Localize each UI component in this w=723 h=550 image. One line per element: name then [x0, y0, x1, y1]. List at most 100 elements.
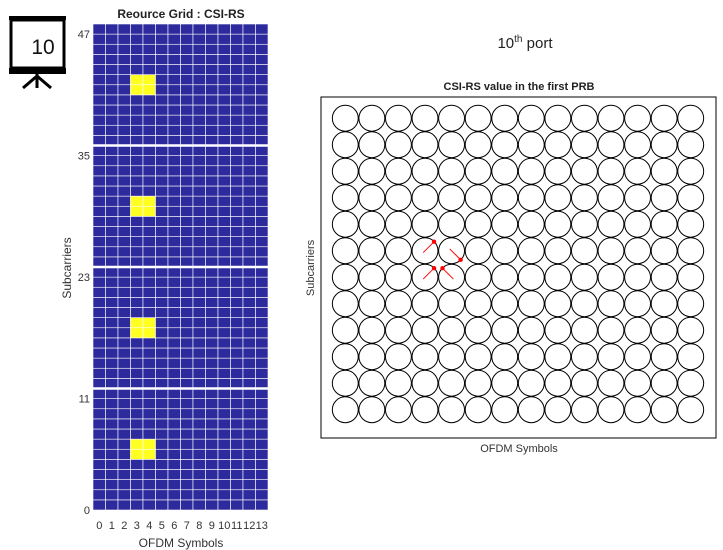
- grid-cell: [155, 155, 169, 167]
- grid-cell: [155, 165, 169, 177]
- resource-element-circle: [570, 210, 598, 238]
- grid-cell: [242, 347, 256, 359]
- grid-cell: [217, 317, 231, 329]
- grid-cell: [142, 418, 156, 430]
- grid-cell: [242, 297, 256, 308]
- grid-cell: [92, 438, 106, 450]
- grid-cell: [205, 165, 219, 177]
- resource-element-circle: [650, 343, 678, 371]
- grid-cell: [205, 256, 219, 268]
- grid-cell: [117, 448, 131, 460]
- grid-cell: [217, 94, 231, 106]
- grid-cell: [255, 246, 269, 258]
- grid-cell: [255, 54, 269, 65]
- grid-cell: [217, 165, 231, 177]
- grid-cell: [142, 54, 156, 65]
- grid-cell: [142, 378, 156, 389]
- grid-cell: [217, 469, 231, 480]
- resource-element-circle: [411, 210, 439, 238]
- grid-cell: [192, 337, 206, 349]
- x-tick-label: 5: [159, 520, 165, 532]
- grid-cell: [192, 236, 206, 248]
- grid-cell: [142, 175, 156, 187]
- grid-cell: [142, 307, 156, 318]
- grid-cell: [180, 124, 194, 136]
- grid-cell: [167, 236, 181, 248]
- resource-element-circle: [411, 396, 439, 424]
- grid-cell: [205, 428, 219, 440]
- grid-cell: [167, 266, 181, 278]
- grid-cell: [142, 216, 156, 227]
- grid-cell: [167, 175, 181, 187]
- resource-element-circle: [411, 263, 439, 291]
- grid-cell: [117, 408, 131, 420]
- resource-element-circle: [438, 210, 466, 238]
- grid-cell: [217, 388, 231, 399]
- grid-cell: [242, 175, 256, 187]
- grid-cell: [92, 195, 106, 207]
- grid-cell: [230, 124, 244, 136]
- grid-cell: [217, 428, 231, 440]
- grid-cell: [255, 74, 269, 86]
- grid-cell: [130, 33, 144, 45]
- grid-cell: [155, 185, 169, 197]
- resource-element-circle: [464, 237, 492, 265]
- grid-cell: [242, 54, 256, 65]
- grid-cell: [205, 94, 219, 106]
- grid-cell: [242, 74, 256, 86]
- x-tick-label: 4: [146, 520, 152, 532]
- grid-cell: [217, 114, 231, 126]
- csi-rs-prb-circles: [331, 104, 705, 424]
- grid-cell: [255, 408, 269, 420]
- resource-element-circle: [544, 290, 572, 318]
- resource-element-circle: [597, 316, 625, 344]
- grid-cell: [92, 317, 106, 329]
- grid-cell: [242, 94, 256, 106]
- grid-cell: [192, 84, 206, 96]
- grid-cell: [167, 307, 181, 318]
- grid-cell: [155, 84, 169, 96]
- x-tick-label: 8: [196, 520, 202, 532]
- grid-cell: [255, 327, 269, 339]
- grid-cell: [255, 378, 269, 389]
- grid-cell: [255, 357, 269, 369]
- grid-cell: [92, 64, 106, 75]
- grid-cell: [142, 256, 156, 268]
- csi-rs-cell: [142, 195, 156, 207]
- grid-cell: [180, 84, 194, 96]
- grid-cell: [117, 499, 131, 511]
- grid-cell: [192, 94, 206, 106]
- grid-cell: [217, 175, 231, 187]
- grid-cell: [92, 479, 106, 491]
- resource-element-circle: [384, 184, 412, 212]
- grid-cell: [217, 205, 231, 217]
- grid-cell: [155, 175, 169, 187]
- grid-cell: [105, 459, 119, 470]
- grid-cell: [142, 297, 156, 308]
- grid-cell: [242, 165, 256, 177]
- grid-cell: [230, 347, 244, 359]
- grid-cell: [130, 114, 144, 126]
- grid-cell: [105, 489, 119, 501]
- grid-cell: [192, 448, 206, 460]
- grid-cell: [180, 155, 194, 167]
- grid-cell: [117, 347, 131, 359]
- grid-cell: [155, 438, 169, 450]
- grid-cell: [205, 175, 219, 187]
- grid-cell: [167, 367, 181, 379]
- resource-element-circle: [624, 343, 652, 371]
- grid-cell: [255, 145, 269, 156]
- grid-cell: [105, 347, 119, 359]
- grid-cell: [255, 124, 269, 136]
- grid-cell: [205, 54, 219, 65]
- grid-cell: [242, 226, 256, 237]
- grid-cell: [155, 367, 169, 379]
- resource-element-circle: [384, 104, 412, 132]
- grid-cell: [230, 378, 244, 389]
- grid-cell: [255, 438, 269, 450]
- grid-cell: [205, 479, 219, 491]
- csi-rs-cell: [130, 205, 144, 217]
- grid-cell: [117, 398, 131, 410]
- grid-cell: [192, 165, 206, 177]
- grid-cell: [192, 307, 206, 318]
